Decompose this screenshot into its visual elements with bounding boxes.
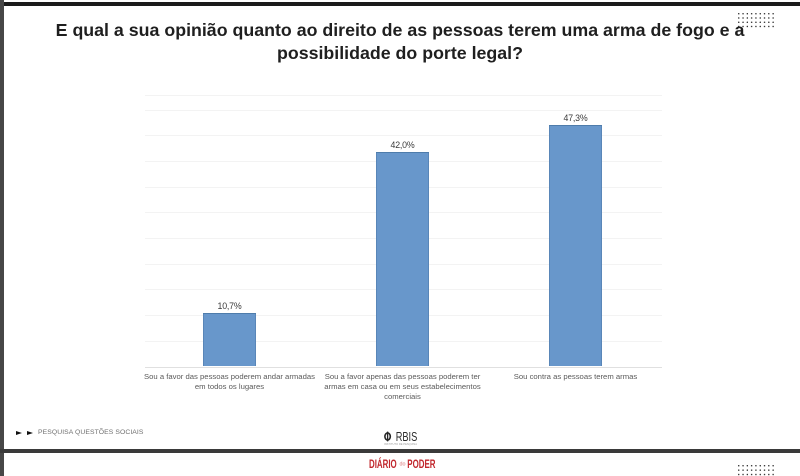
svg-text:RBIS: RBIS: [396, 431, 418, 445]
svg-text:INSTITUTO DE PESQUISA: INSTITUTO DE PESQUISA: [384, 442, 417, 446]
svg-text:PODER: PODER: [407, 458, 436, 471]
svg-text:DIÁRIO: DIÁRIO: [369, 458, 397, 471]
svg-text:do: do: [400, 462, 406, 468]
